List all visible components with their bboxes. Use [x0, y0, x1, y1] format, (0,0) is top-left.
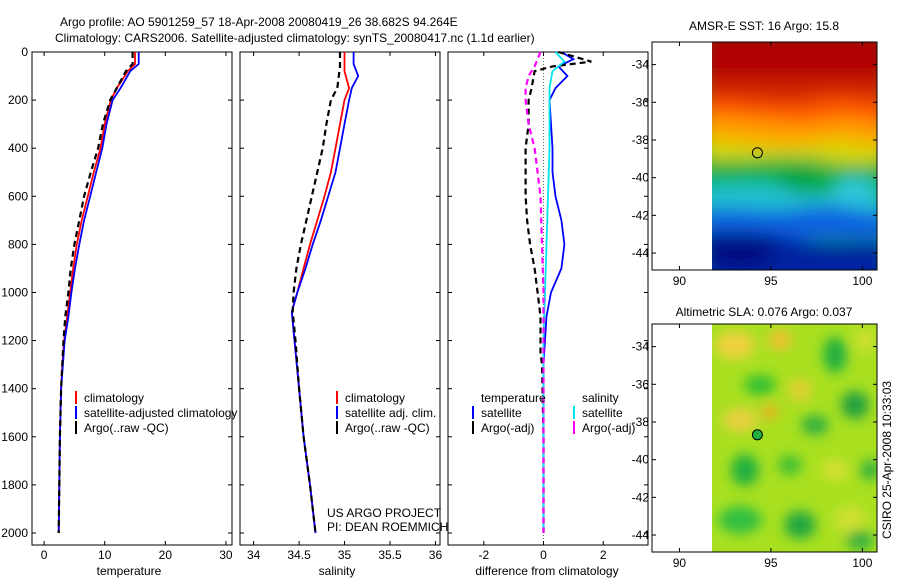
- sla-map-xtick-label: 100: [852, 556, 872, 570]
- credit-line2: PI: DEAN ROEMMICH: [327, 520, 448, 534]
- sst-map-xtick-label: 100: [852, 274, 872, 288]
- salinity-xtick-label: 35: [338, 548, 352, 562]
- temperature-axes: 0 10 20 30 0 200 400 600 800 1000 1200 1400 1600 1800…: [1, 45, 233, 562]
- temperature-ytick-label: 2000: [1, 526, 28, 540]
- temperature-series-0: [57, 52, 136, 534]
- temperature-xtick-label: 30: [219, 548, 233, 562]
- sst-map-ytick-label: -38: [632, 133, 650, 147]
- difference-legend-temperature-title: temperature: [481, 391, 546, 405]
- difference-legend-temp-argo: Argo(-adj): [481, 421, 534, 435]
- sla-map-ytick-label: -38: [632, 415, 650, 429]
- salinity-xtick-label: 34.5: [287, 548, 311, 562]
- difference-series-1: [524, 50, 592, 533]
- sla-heatmap: [712, 324, 877, 552]
- salinity-xtick-label: 34: [247, 548, 261, 562]
- difference-series-2: [542, 51, 566, 533]
- salinity-series: [290, 52, 360, 534]
- difference-legend-sal-satellite: satellite: [582, 406, 623, 420]
- sst-argo-location-marker: [751, 147, 763, 159]
- salinity-series-1: [290, 52, 360, 534]
- temperature-ytick-label: 400: [8, 141, 28, 155]
- temperature-ytick-label: 1600: [1, 430, 28, 444]
- salinity-series-2: [291, 52, 342, 534]
- sst-map-xtick-label: 95: [764, 274, 778, 288]
- sst-map-title: AMSR-E SST: 16 Argo: 15.8: [689, 19, 839, 33]
- sla-map-xtick-label: 95: [764, 556, 778, 570]
- sla-map-frame: [651, 323, 878, 553]
- salinity-axes: 34 34.5 35 35.5 36: [240, 51, 443, 562]
- sst-map-ytick-label: -40: [632, 171, 650, 185]
- temperature-legend-climatology: climatology: [84, 391, 144, 405]
- figure-title-line2: Climatology: CARS2006. Satellite-adjuste…: [55, 31, 535, 45]
- sst-map-ytick-label: -44: [632, 246, 650, 260]
- sst-map-axes: 90 95 100 -34 -36 -38 -40 -42 -44: [632, 42, 877, 288]
- sla-map-axes: 90 95 100 -34 -36 -38 -40 -42 -44: [632, 324, 877, 570]
- temperature-legend-satellite: satellite-adjusted climatology: [84, 406, 237, 420]
- side-timestamp-label: CSIRO 25-Apr-2008 10:33:03: [880, 381, 894, 539]
- temperature-xtick-label: 10: [98, 548, 112, 562]
- figure-title-line1: Argo profile: AO 5901259_57 18-Apr-2008 …: [60, 15, 458, 29]
- temperature-xlabel: temperature: [97, 564, 162, 578]
- salinity-xlabel: salinity: [319, 564, 356, 578]
- difference-xtick-label: 0: [540, 548, 547, 562]
- sla-argo-location-marker: [751, 429, 763, 441]
- temperature-ytick-label: 1200: [1, 334, 28, 348]
- sla-map-ytick-label: -36: [632, 377, 650, 391]
- salinity-legend-climatology: climatology: [345, 391, 405, 405]
- sla-map-ytick-label: -44: [632, 528, 650, 542]
- temperature-xtick-label: 20: [159, 548, 173, 562]
- sla-map-ytick-label: -40: [632, 453, 650, 467]
- difference-xtick-label: -2: [478, 548, 489, 562]
- temperature-ytick-label: 1800: [1, 478, 28, 492]
- difference-legend-temp-satellite: satellite: [481, 406, 522, 420]
- difference-legend-salinity-title: salinity: [582, 391, 619, 405]
- temperature-ytick-label: 200: [8, 93, 28, 107]
- temperature-ytick-label: 800: [8, 237, 28, 251]
- sst-map-ytick-label: -34: [632, 58, 650, 72]
- sst-map-ytick-label: -36: [632, 95, 650, 109]
- sst-map-frame: [651, 41, 878, 271]
- temperature-ytick-label: 1400: [1, 382, 28, 396]
- difference-legend-sal-argo: Argo(-adj): [582, 421, 635, 435]
- difference-series-0: [542, 51, 576, 533]
- salinity-legend-argo: Argo(..raw -QC): [345, 421, 430, 435]
- difference-xlabel: difference from climatology: [475, 564, 618, 578]
- sst-map-xtick-label: 90: [673, 274, 687, 288]
- sst-heatmap: [712, 42, 877, 270]
- sla-map-ytick-label: -42: [632, 490, 650, 504]
- sst-map-ytick-label: -42: [632, 208, 650, 222]
- sla-map-ytick-label: -34: [632, 340, 650, 354]
- salinity-series-0: [290, 52, 351, 534]
- sla-map-xtick-label: 90: [673, 556, 687, 570]
- salinity-xtick-label: 36: [429, 548, 443, 562]
- temperature-xtick-label: 0: [41, 548, 48, 562]
- salinity-legend-satellite: satellite adj. clim.: [345, 406, 436, 420]
- temperature-ytick-label: 1000: [1, 285, 28, 299]
- temperature-plot-frame: [31, 51, 233, 546]
- sla-map-title: Altimetric SLA: 0.076 Argo: 0.037: [676, 305, 853, 319]
- salinity-legend: climatology satellite adj. clim. Argo(..…: [336, 391, 436, 435]
- temperature-series-1: [57, 52, 140, 534]
- difference-series-3: [524, 51, 545, 533]
- difference-legend: temperature salinity satellite Argo(-adj…: [472, 391, 635, 435]
- difference-series: [524, 50, 592, 533]
- salinity-xtick-label: 35.5: [378, 548, 402, 562]
- credit-line1: US ARGO PROJECT: [327, 506, 442, 520]
- temperature-legend: climatology satellite-adjusted climatolo…: [75, 391, 237, 435]
- difference-xtick-label: 2: [600, 548, 607, 562]
- temperature-series-2: [57, 52, 134, 534]
- difference-plot-frame: [447, 51, 649, 546]
- temperature-series: [57, 52, 140, 534]
- temperature-legend-argo: Argo(..raw -QC): [84, 421, 169, 435]
- temperature-ytick-label: 0: [21, 45, 28, 59]
- temperature-ytick-label: 600: [8, 189, 28, 203]
